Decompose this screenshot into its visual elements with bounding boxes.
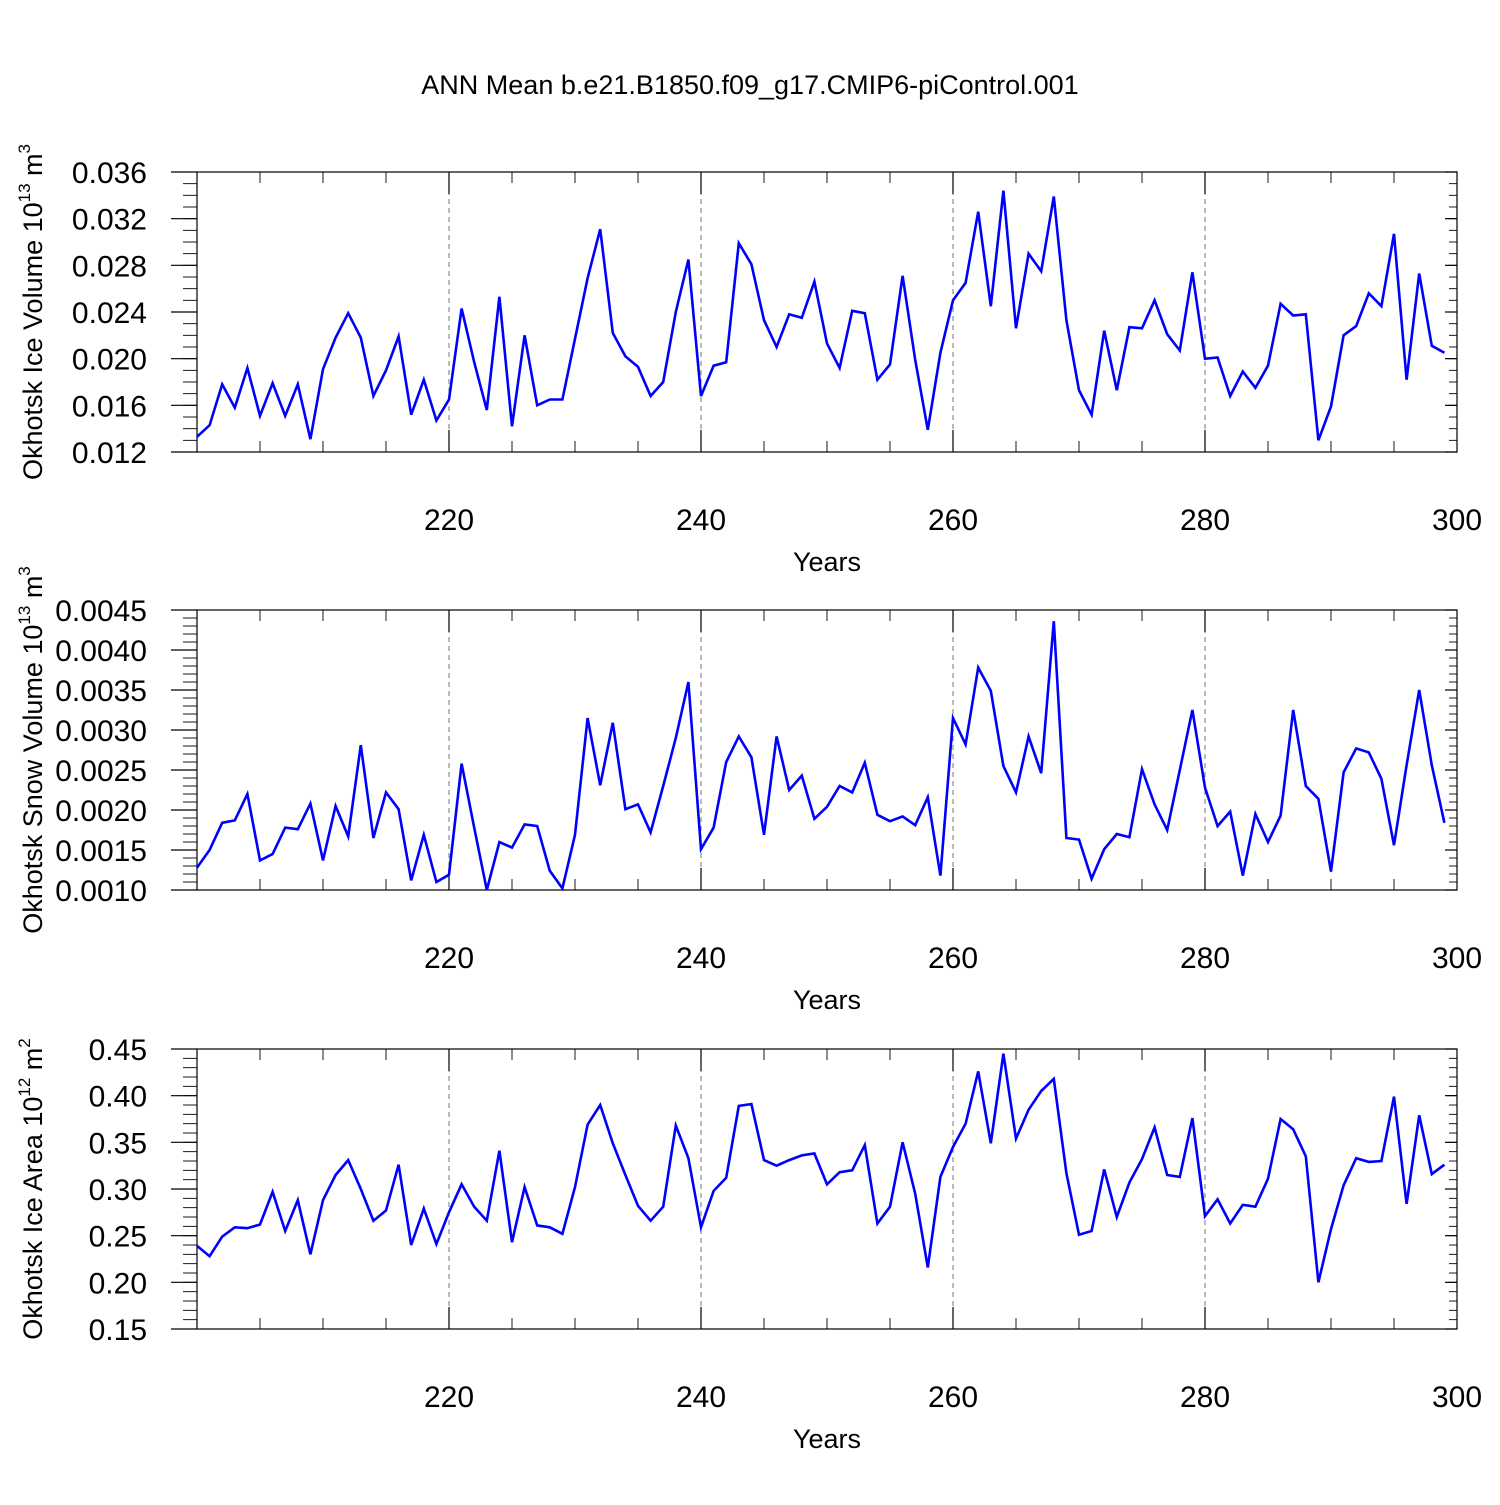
series-line [197,191,1444,441]
y-tick-label: 0.20 [89,1267,147,1300]
y-axis-title-superscript: 3 [15,144,34,153]
y-axis-title-text: m [18,576,48,606]
series-line [197,621,1444,890]
panel-okhotsk-ice-area: 0.15 0.20 0.25 0.30 0.35 0.40 0.45 220 240 260 280… [15,1034,1482,1454]
y-tick-label: 0.024 [72,297,147,330]
x-tick-label: 300 [1432,504,1482,537]
x-axis-title: Years [793,1424,861,1454]
x-tick-label: 300 [1432,942,1482,975]
y-tick-label: 0.032 [72,204,147,237]
x-tick-label: 280 [1180,942,1230,975]
y-tick-label: 0.35 [89,1127,147,1160]
y-axis-title-text: m [18,153,48,183]
x-axis-title: Years [793,985,861,1015]
x-axis-title: Years [793,547,861,577]
y-axis-title-text: Okhotsk Snow Volume 10 [18,625,48,934]
y-axis-title-superscript: 13 [15,606,34,625]
y-axis-title-superscript: 13 [15,183,34,202]
y-tick-label: 0.45 [89,1034,147,1067]
y-axis-title-text: Okhotsk Ice Volume 10 [18,202,48,480]
x-tick-label: 240 [676,504,726,537]
y-tick-label: 0.036 [72,157,147,190]
y-tick-label: 0.0025 [55,755,147,788]
y-tick-label: 0.0030 [55,715,147,748]
y-axis-title: Okhotsk Ice Area 1012 m2 [15,1038,48,1340]
y-tick-label: 0.0035 [55,675,147,708]
y-tick-label: 0.0010 [55,875,147,908]
y-axis-title-superscript: 3 [15,566,34,575]
y-tick-label: 0.30 [89,1174,147,1207]
y-tick-label: 0.40 [89,1081,147,1114]
y-axis-title: Okhotsk Snow Volume 1013 m3 [15,566,48,934]
x-tick-label: 240 [676,1381,726,1414]
y-tick-label: 0.0045 [55,595,147,628]
y-tick-label: 0.25 [89,1221,147,1254]
y-tick-label: 0.028 [72,250,147,283]
plot-frame [197,610,1457,890]
y-tick-label: 0.020 [72,344,147,377]
plot-frame [197,1049,1457,1329]
y-tick-label: 0.0020 [55,795,147,828]
y-axis-title: Okhotsk Ice Volume 1013 m3 [15,144,48,480]
x-tick-label: 300 [1432,1381,1482,1414]
y-axis-title-text: m [18,1048,48,1078]
panel-okhotsk-ice-volume: 0.012 0.016 0.020 0.024 0.028 0.032 0.036 220 24… [15,144,1482,577]
plot-frame [197,172,1457,452]
x-tick-label: 220 [424,504,474,537]
y-tick-label: 0.016 [72,390,147,423]
x-tick-label: 220 [424,1381,474,1414]
figure-title: ANN Mean b.e21.B1850.f09_g17.CMIP6-piCon… [0,70,1500,101]
y-tick-label: 0.15 [89,1314,147,1347]
x-tick-label: 220 [424,942,474,975]
x-tick-label: 240 [676,942,726,975]
y-axis-title-text: Okhotsk Ice Area 10 [18,1097,48,1340]
panel-okhotsk-snow-volume: 0.0010 0.0015 0.0020 0.0025 0.0030 0.0035 0.00… [15,566,1482,1015]
x-tick-label: 260 [928,504,978,537]
y-tick-label: 0.0015 [55,835,147,868]
x-tick-label: 260 [928,1381,978,1414]
y-tick-label: 0.0040 [55,635,147,668]
x-tick-label: 280 [1180,1381,1230,1414]
x-tick-label: 260 [928,942,978,975]
y-axis-title-superscript: 2 [15,1038,34,1047]
x-tick-label: 280 [1180,504,1230,537]
y-axis-title-superscript: 12 [15,1078,34,1097]
y-tick-label: 0.012 [72,437,147,470]
series-line [197,1054,1444,1283]
